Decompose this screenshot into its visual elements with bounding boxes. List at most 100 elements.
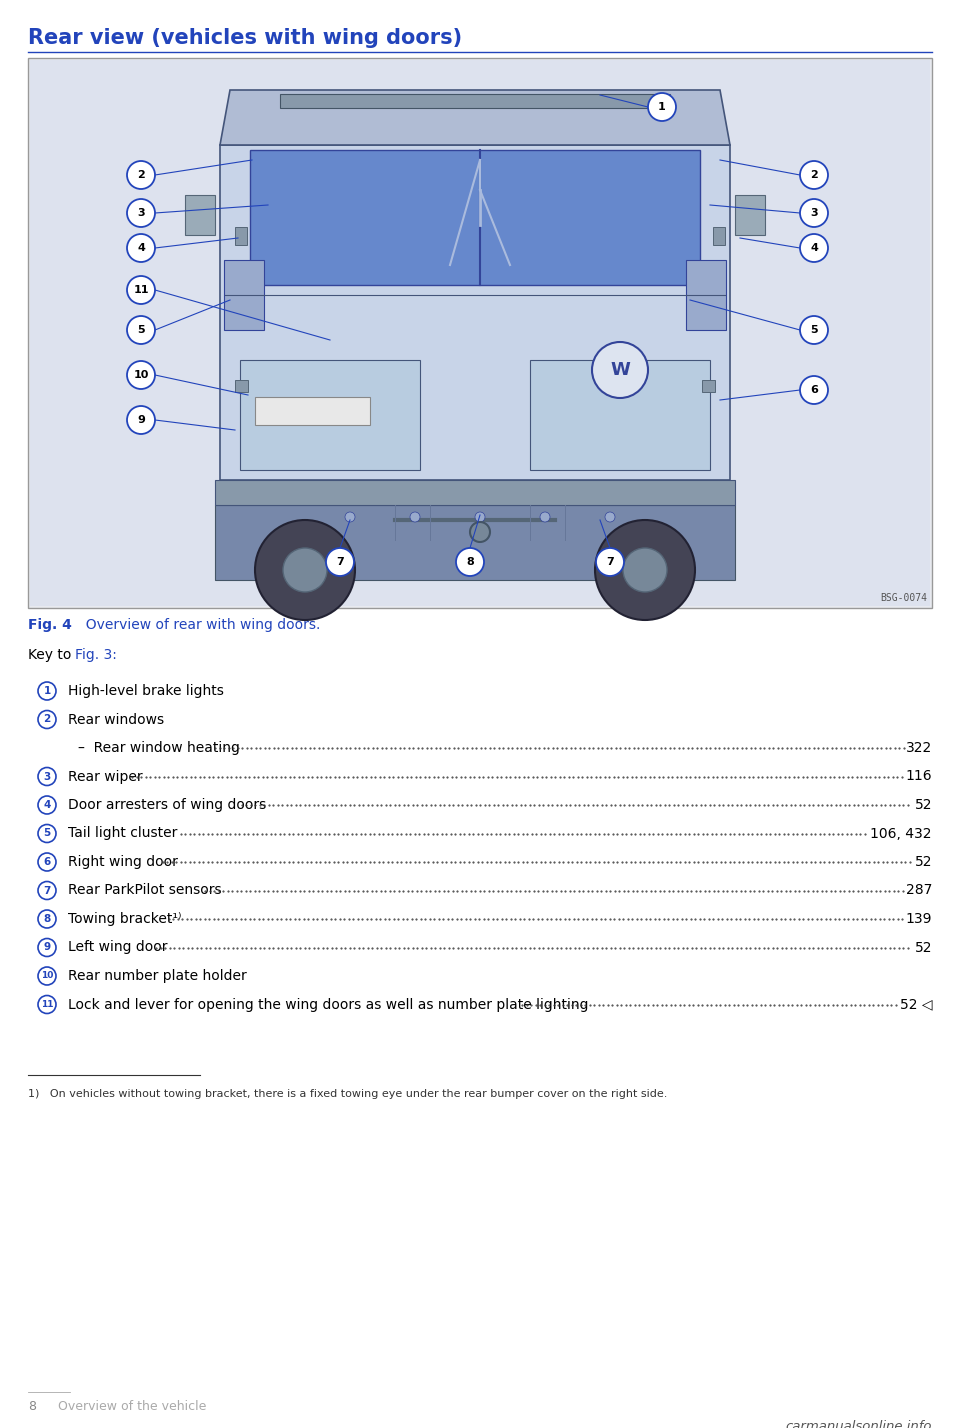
Text: Key to: Key to <box>28 648 76 663</box>
Circle shape <box>623 548 667 593</box>
Text: 139: 139 <box>905 912 932 925</box>
Text: 52: 52 <box>915 798 932 813</box>
Circle shape <box>648 93 676 121</box>
Text: 1: 1 <box>659 101 666 111</box>
Circle shape <box>38 910 56 928</box>
Text: 3: 3 <box>810 208 818 218</box>
FancyBboxPatch shape <box>240 360 420 470</box>
Text: carmanualsonline.info: carmanualsonline.info <box>785 1419 932 1428</box>
FancyBboxPatch shape <box>686 260 726 330</box>
Circle shape <box>255 520 355 620</box>
Text: 8: 8 <box>467 557 474 567</box>
Text: 52: 52 <box>915 855 932 870</box>
Text: 5: 5 <box>43 828 51 838</box>
Circle shape <box>127 161 155 188</box>
Text: 6: 6 <box>43 857 51 867</box>
Text: 4: 4 <box>137 243 145 253</box>
FancyBboxPatch shape <box>280 94 670 109</box>
Circle shape <box>800 161 828 188</box>
Text: 7: 7 <box>43 885 51 895</box>
Circle shape <box>127 234 155 261</box>
Text: Fig. 3:: Fig. 3: <box>75 648 117 663</box>
Text: 2: 2 <box>43 714 51 724</box>
FancyBboxPatch shape <box>530 360 710 470</box>
Circle shape <box>595 520 695 620</box>
Circle shape <box>345 513 355 523</box>
Circle shape <box>596 548 624 575</box>
Text: Left wing door: Left wing door <box>68 941 167 954</box>
Circle shape <box>127 406 155 434</box>
Text: 322: 322 <box>905 741 932 755</box>
FancyBboxPatch shape <box>30 60 930 605</box>
Circle shape <box>605 513 615 523</box>
Text: 4: 4 <box>810 243 818 253</box>
Circle shape <box>283 548 327 593</box>
FancyBboxPatch shape <box>235 380 248 393</box>
Text: 10: 10 <box>133 370 149 380</box>
Circle shape <box>38 683 56 700</box>
FancyBboxPatch shape <box>735 196 765 236</box>
Text: Overview of rear with wing doors.: Overview of rear with wing doors. <box>77 618 321 633</box>
Text: 116: 116 <box>905 770 932 784</box>
Text: Overview of the vehicle: Overview of the vehicle <box>58 1399 206 1412</box>
Polygon shape <box>220 90 730 146</box>
Circle shape <box>38 853 56 871</box>
Polygon shape <box>220 146 730 480</box>
Text: 11: 11 <box>133 286 149 296</box>
Text: 10: 10 <box>41 971 53 981</box>
FancyBboxPatch shape <box>215 480 735 506</box>
Circle shape <box>456 548 484 575</box>
Circle shape <box>38 767 56 785</box>
Text: Tail light cluster: Tail light cluster <box>68 827 178 841</box>
FancyBboxPatch shape <box>224 260 264 330</box>
Text: Rear number plate holder: Rear number plate holder <box>68 970 247 982</box>
Circle shape <box>38 967 56 985</box>
Circle shape <box>127 276 155 304</box>
Text: 5: 5 <box>137 326 145 336</box>
Circle shape <box>326 548 354 575</box>
FancyBboxPatch shape <box>702 380 715 393</box>
Text: 8: 8 <box>43 914 51 924</box>
Text: 3: 3 <box>137 208 145 218</box>
Circle shape <box>800 376 828 404</box>
Text: Rear windows: Rear windows <box>68 713 164 727</box>
Text: High-level brake lights: High-level brake lights <box>68 684 224 698</box>
Circle shape <box>38 995 56 1014</box>
Text: Rear wiper: Rear wiper <box>68 770 143 784</box>
Circle shape <box>38 881 56 900</box>
Text: Right wing door: Right wing door <box>68 855 178 870</box>
FancyBboxPatch shape <box>235 227 247 246</box>
FancyBboxPatch shape <box>713 227 725 246</box>
FancyBboxPatch shape <box>28 59 932 608</box>
Text: 287: 287 <box>905 884 932 898</box>
Text: Rear view (vehicles with wing doors): Rear view (vehicles with wing doors) <box>28 29 462 49</box>
Text: 9: 9 <box>43 942 51 952</box>
Text: 6: 6 <box>810 386 818 396</box>
FancyBboxPatch shape <box>215 506 735 580</box>
Circle shape <box>800 198 828 227</box>
Text: 7: 7 <box>336 557 344 567</box>
Text: 8: 8 <box>28 1399 36 1412</box>
Text: 2: 2 <box>137 170 145 180</box>
Text: 1)   On vehicles without towing bracket, there is a fixed towing eye under the r: 1) On vehicles without towing bracket, t… <box>28 1090 667 1100</box>
Text: 106, 432: 106, 432 <box>871 827 932 841</box>
FancyBboxPatch shape <box>250 150 700 286</box>
Circle shape <box>410 513 420 523</box>
Circle shape <box>127 198 155 227</box>
Text: Lock and lever for opening the wing doors as well as number plate lighting: Lock and lever for opening the wing door… <box>68 998 588 1011</box>
Text: Door arresters of wing doors: Door arresters of wing doors <box>68 798 266 813</box>
Text: 2: 2 <box>810 170 818 180</box>
Circle shape <box>592 341 648 398</box>
Circle shape <box>800 316 828 344</box>
FancyBboxPatch shape <box>255 397 370 426</box>
Text: 9: 9 <box>137 416 145 426</box>
Circle shape <box>38 938 56 957</box>
Text: BSG-0074: BSG-0074 <box>880 593 927 603</box>
Text: –  Rear window heating: – Rear window heating <box>78 741 240 755</box>
Circle shape <box>127 316 155 344</box>
Circle shape <box>475 513 485 523</box>
Circle shape <box>127 361 155 388</box>
Text: 11: 11 <box>40 1000 53 1010</box>
FancyBboxPatch shape <box>185 196 215 236</box>
Circle shape <box>38 824 56 843</box>
